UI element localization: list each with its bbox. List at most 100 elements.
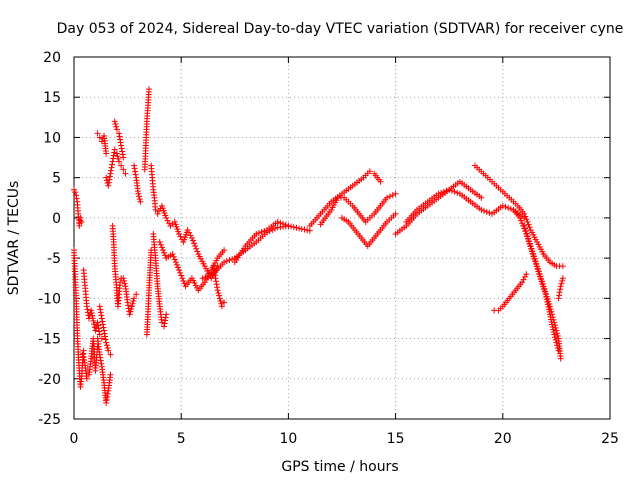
data-point [161, 249, 168, 256]
data-point [111, 118, 118, 125]
data-point [127, 308, 134, 315]
data-point [542, 290, 549, 297]
data-point [554, 332, 561, 339]
data-point [551, 334, 558, 341]
data-point [137, 198, 144, 205]
data-point [210, 263, 217, 270]
data-point [177, 233, 184, 240]
data-point [215, 289, 222, 296]
data-point [163, 311, 170, 318]
series-pass [94, 335, 114, 406]
data-point [132, 168, 139, 175]
series-pass [131, 162, 144, 205]
data-point [181, 280, 188, 287]
data-point [384, 194, 391, 201]
series-pass [231, 218, 292, 266]
data-point [72, 189, 79, 196]
data-point [126, 311, 133, 318]
x-tick-label: 20 [494, 431, 512, 447]
data-point [174, 264, 181, 271]
data-point [214, 287, 221, 294]
data-point [133, 291, 140, 298]
data-point [111, 146, 118, 153]
data-point [451, 188, 458, 195]
data-point [105, 347, 112, 354]
data-point [110, 152, 117, 159]
data-point [106, 176, 113, 183]
data-point [217, 298, 224, 305]
data-point [163, 214, 170, 221]
data-point [533, 260, 540, 267]
data-point [105, 182, 112, 189]
data-point [117, 136, 124, 143]
data-point [530, 250, 537, 257]
x-tick-label: 10 [279, 431, 297, 447]
data-point [213, 281, 220, 288]
data-point [136, 193, 143, 200]
data-point [81, 357, 88, 364]
data-point [546, 300, 553, 307]
data-point [156, 208, 163, 215]
data-point [101, 327, 108, 334]
series-pass [109, 222, 125, 310]
data-point [559, 275, 566, 282]
data-point [536, 270, 543, 277]
data-point [552, 336, 559, 343]
data-point [301, 226, 308, 233]
data-point [98, 360, 105, 367]
data-point [207, 272, 214, 279]
data-point [486, 209, 493, 216]
series-pass [111, 118, 127, 161]
data-point [529, 248, 536, 255]
data-point [96, 328, 103, 335]
data-point [218, 303, 225, 310]
y-tick-label: -20 [38, 372, 61, 388]
data-point [221, 259, 228, 266]
data-point [103, 396, 110, 403]
data-point [507, 205, 514, 212]
series-pass [471, 162, 566, 270]
data-point [95, 325, 102, 332]
data-point [555, 295, 562, 302]
data-point [101, 330, 108, 337]
data-point [103, 339, 110, 346]
data-point [96, 134, 103, 141]
data-point [156, 239, 163, 246]
data-point [98, 315, 105, 322]
series-pass [510, 206, 562, 354]
data-point [119, 151, 126, 158]
data-point [438, 189, 445, 196]
data-point [176, 230, 183, 237]
data-point [113, 150, 120, 157]
data-point [440, 188, 447, 195]
data-point [521, 273, 528, 280]
data-point [94, 130, 101, 137]
data-point [519, 279, 526, 286]
data-point [129, 300, 136, 307]
data-point [116, 133, 123, 140]
data-point [95, 322, 102, 329]
data-point [549, 314, 556, 321]
data-point [545, 298, 552, 305]
data-point [202, 274, 209, 281]
data-point [90, 317, 97, 324]
data-point [505, 204, 512, 211]
data-point [111, 149, 118, 156]
series-pass [317, 190, 399, 228]
series-pass [154, 202, 221, 282]
data-point [120, 166, 127, 173]
data-point [162, 314, 169, 321]
data-point [104, 393, 111, 400]
data-point [176, 267, 183, 274]
data-point [288, 223, 295, 230]
data-point [162, 317, 169, 324]
data-point [304, 227, 311, 234]
data-point [210, 266, 217, 273]
data-point [173, 261, 180, 268]
data-point [221, 299, 228, 306]
data-point [446, 186, 453, 193]
data-point [277, 219, 284, 226]
data-point [169, 251, 176, 258]
data-point [108, 164, 115, 171]
data-point [192, 243, 199, 250]
